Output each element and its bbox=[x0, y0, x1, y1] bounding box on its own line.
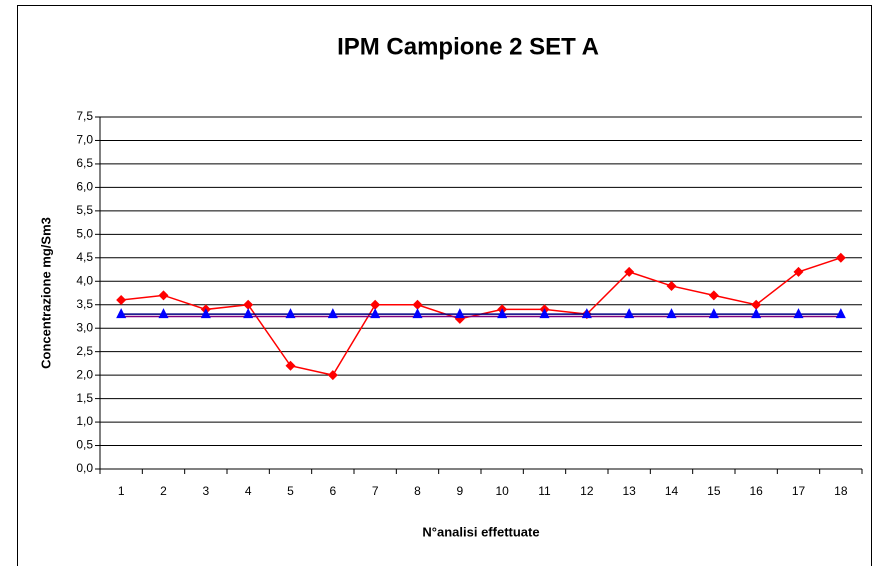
y-tick-label: 3,5 bbox=[76, 297, 93, 311]
marker bbox=[243, 299, 254, 310]
marker bbox=[454, 308, 465, 319]
marker bbox=[200, 308, 211, 319]
x-tick-label: 1 bbox=[118, 484, 125, 498]
marker bbox=[497, 308, 508, 319]
marker bbox=[285, 308, 296, 319]
marker bbox=[793, 308, 804, 319]
marker bbox=[835, 252, 846, 263]
y-tick-label: 2,5 bbox=[76, 344, 93, 358]
marker bbox=[708, 308, 719, 319]
y-tick-label: 7,0 bbox=[76, 133, 93, 147]
x-tick-label: 13 bbox=[622, 484, 636, 498]
marker bbox=[412, 308, 423, 319]
marker bbox=[751, 299, 762, 310]
marker bbox=[539, 308, 550, 319]
marker bbox=[666, 308, 677, 319]
x-tick-label: 7 bbox=[372, 484, 379, 498]
marker bbox=[327, 370, 338, 381]
y-axis-label: Concentrazione mg/Sm3 bbox=[38, 217, 53, 369]
y-tick-label: 4,5 bbox=[76, 250, 93, 264]
x-tick-label: 11 bbox=[538, 484, 551, 498]
x-tick-label: 10 bbox=[495, 484, 509, 498]
marker bbox=[666, 280, 677, 291]
y-tick-label: 4,0 bbox=[76, 273, 93, 287]
marker bbox=[158, 290, 169, 301]
chart-area bbox=[17, 5, 872, 566]
y-tick-label: 2,0 bbox=[76, 367, 93, 381]
x-tick-label: 16 bbox=[749, 484, 763, 498]
marker bbox=[370, 308, 381, 319]
chart-title: IPM Campione 2 SET A bbox=[337, 33, 599, 60]
y-tick-label: 1,0 bbox=[76, 414, 93, 428]
x-tick-label: 18 bbox=[834, 484, 848, 498]
y-tick-label: 6,5 bbox=[76, 156, 93, 170]
x-tick-label: 4 bbox=[245, 484, 252, 498]
x-tick-label: 9 bbox=[456, 484, 463, 498]
x-tick-label: 5 bbox=[287, 484, 294, 498]
marker bbox=[285, 360, 296, 371]
marker bbox=[327, 308, 338, 319]
y-tick-label: 0,0 bbox=[76, 461, 93, 475]
x-tick-label: 12 bbox=[580, 484, 594, 498]
marker bbox=[158, 308, 169, 319]
marker bbox=[116, 308, 127, 319]
y-tick-label: 1,5 bbox=[76, 391, 93, 405]
marker bbox=[624, 308, 635, 319]
x-tick-label: 15 bbox=[707, 484, 721, 498]
marker bbox=[243, 308, 254, 319]
marker bbox=[751, 308, 762, 319]
x-axis-label: N°analisi effettuate bbox=[422, 524, 539, 539]
x-tick-label: 17 bbox=[792, 484, 806, 498]
y-tick-label: 5,5 bbox=[76, 203, 93, 217]
x-tick-label: 8 bbox=[414, 484, 421, 498]
x-tick-label: 3 bbox=[202, 484, 209, 498]
x-tick-label: 2 bbox=[160, 484, 167, 498]
marker bbox=[370, 299, 381, 310]
marker bbox=[412, 299, 423, 310]
marker bbox=[708, 290, 719, 301]
marker bbox=[835, 308, 846, 319]
marker bbox=[581, 308, 592, 319]
marker bbox=[793, 266, 804, 277]
x-tick-label: 14 bbox=[665, 484, 679, 498]
y-tick-label: 0,5 bbox=[76, 438, 93, 452]
y-tick-label: 6,0 bbox=[76, 180, 93, 194]
marker bbox=[624, 266, 635, 277]
y-tick-label: 3,0 bbox=[76, 320, 93, 334]
marker bbox=[116, 295, 127, 306]
y-tick-label: 5,0 bbox=[76, 227, 93, 241]
x-tick-label: 6 bbox=[329, 484, 336, 498]
y-tick-label: 7,5 bbox=[76, 109, 93, 123]
